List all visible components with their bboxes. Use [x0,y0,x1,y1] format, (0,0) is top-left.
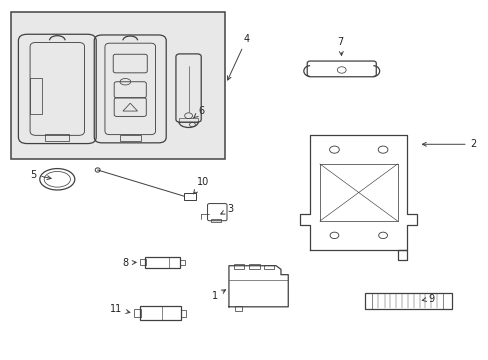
Bar [133,309,141,317]
Bar [249,264,260,269]
Bar [140,259,145,265]
Bar [45,134,69,141]
Bar [119,135,141,141]
Text: 9: 9 [422,294,433,303]
Bar [211,219,221,222]
Text: 11: 11 [109,304,130,314]
Text: 3: 3 [220,204,233,214]
Text: 8: 8 [122,258,136,268]
Text: 7: 7 [337,37,343,55]
Bar [179,118,198,122]
Bar [233,264,244,269]
Text: 2: 2 [422,139,476,149]
Text: 10: 10 [193,177,209,194]
Text: 4: 4 [227,34,249,80]
Bar [30,78,41,114]
Bar [234,306,242,311]
Bar [181,310,186,317]
Bar [180,260,184,265]
Bar [264,265,273,269]
Bar [183,193,196,201]
Text: 1: 1 [211,290,225,301]
Text: 5: 5 [30,170,51,180]
Bar [11,12,224,158]
Text: 6: 6 [193,107,204,118]
Bar [365,293,451,309]
Bar [11,12,224,158]
